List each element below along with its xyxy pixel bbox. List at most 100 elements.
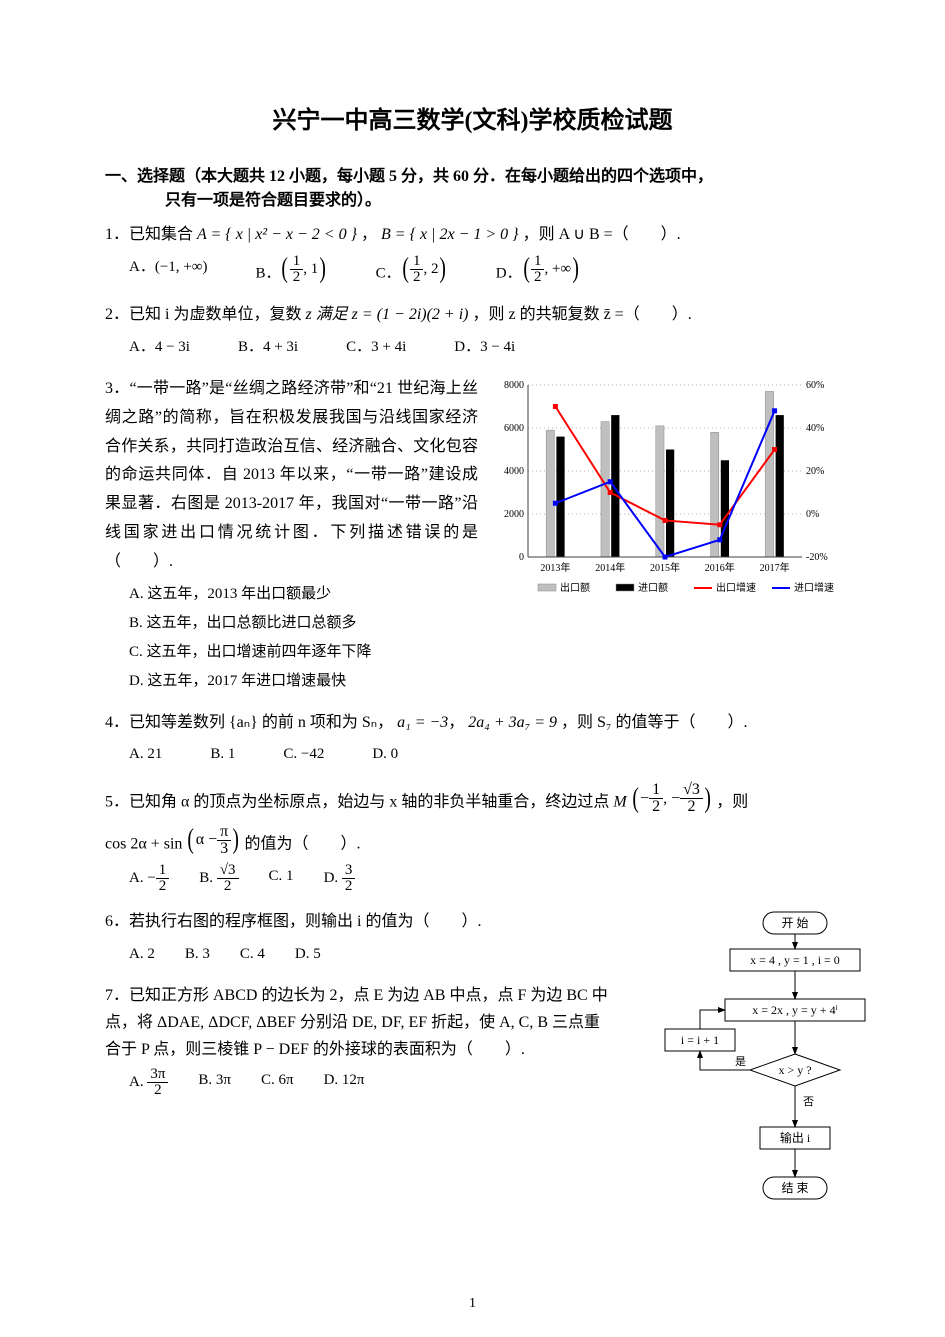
q5-tail1: ，则: [716, 794, 748, 811]
svg-text:2000: 2000: [504, 509, 524, 520]
q4-c1: a₁ = −3: [397, 714, 448, 731]
q2-optB: B．4 + 3i: [238, 334, 298, 361]
q7-optD: D. 12π: [324, 1067, 365, 1098]
q1-options: A．(−1, +∞) B．(12, 1) C．(12, 2) D．(12, +∞…: [105, 254, 840, 288]
q5-bn: √3: [217, 863, 239, 879]
svg-text:是: 是: [735, 1055, 746, 1068]
q1-optB: B．(12, 1): [255, 254, 327, 288]
q4-pre: 4．已知等差数列 {aₙ} 的前 n 项和为 Sₙ，: [105, 714, 393, 731]
q7-options: A. 3π2 B. 3π C. 6π D. 12π: [105, 1067, 610, 1098]
q1-optC-l: C．: [376, 265, 401, 281]
q3-options: A. 这五年，2013 年出口额最少 B. 这五年，出口总额比进口总额多 C. …: [105, 581, 478, 695]
q3-optB: B. 这五年，出口总额比进口总额多: [129, 610, 478, 637]
q5-options: A. −12 B. √32 C. 1 D. 32: [105, 863, 610, 894]
q1-optD-d: 2: [531, 270, 545, 285]
q1-stem: 1．已知集合 A = { x | x² − x − 2 < 0 } ， B = …: [105, 226, 681, 243]
q5-bd: 2: [217, 879, 239, 894]
q5-sinn: π: [217, 824, 231, 841]
svg-text:x = 4 , y = 1 , i = 0: x = 4 , y = 1 , i = 0: [750, 953, 840, 967]
q2-tail: ，则 z 的共轭复数 z̄ =（ ）.: [473, 306, 692, 323]
q7-optB: B. 3π: [198, 1067, 231, 1098]
svg-text:2014年: 2014年: [595, 561, 625, 574]
svg-text:8000: 8000: [504, 380, 524, 391]
q7-an: 3π: [147, 1067, 168, 1083]
q2-stem: 2．已知 i 为虚数单位，复数 z 满足 z = (1 − 2i)(2 + i)…: [105, 306, 692, 323]
q7-al: A.: [129, 1074, 147, 1090]
svg-text:进口额: 进口额: [638, 581, 668, 594]
q1-pre: 1．已知集合: [105, 226, 197, 243]
q1-optD-l: D．: [496, 265, 522, 281]
q7-stem: 7．已知正方形 ABCD 的边长为 2，点 E 为边 AB 中点，点 F 为边 …: [105, 982, 610, 1064]
q1-optA-v: (−1, +∞): [155, 259, 208, 275]
svg-text:否: 否: [803, 1096, 814, 1108]
q1-optB-r: , 1: [303, 256, 318, 283]
q1-optA: A．(−1, +∞): [129, 254, 207, 288]
q3-chart: 02000400060008000-20%0%20%40%60%2013年201…: [490, 375, 840, 605]
q3-text-block: 3．“一带一路”是“丝绸之路经济带”和“21 世纪海上丝绸之路”的简称，旨在积极…: [105, 375, 478, 695]
q5-optD: D. 32: [324, 863, 356, 894]
svg-text:20%: 20%: [806, 466, 824, 477]
q4-optD: D. 0: [372, 741, 398, 768]
q4-c2: 2a₄ + 3a₇ = 9: [468, 714, 557, 731]
q5-al: A. −: [129, 870, 156, 886]
question-6: 6．若执行右图的程序框图，则输出 i 的值为（ ）. A. 2 B. 3 C. …: [105, 908, 610, 968]
svg-text:-20%: -20%: [806, 552, 828, 563]
q1-optC: C．(12, 2): [376, 254, 448, 288]
svg-text:2017年: 2017年: [760, 561, 790, 574]
q5-dl: D.: [324, 870, 342, 886]
q5-myd: 2: [680, 799, 703, 815]
q3-optA: A. 这五年，2013 年出口额最少: [129, 581, 478, 608]
svg-text:2013年: 2013年: [540, 561, 570, 574]
section-1-line1: 一、选择题（本大题共 12 小题，每小题 5 分，共 60 分．在每小题给出的四…: [105, 168, 713, 185]
q1-optD: D．(12, +∞): [496, 254, 581, 288]
q1-optA-l: A．: [129, 259, 155, 275]
svg-text:开 始: 开 始: [781, 916, 808, 930]
q5-optA: A. −12: [129, 863, 169, 894]
svg-text:4000: 4000: [504, 466, 524, 477]
section-1-heading: 一、选择题（本大题共 12 小题，每小题 5 分，共 60 分．在每小题给出的四…: [105, 165, 840, 213]
svg-text:出口额: 出口额: [560, 581, 590, 594]
q2-options: A．4 − 3i B．4 + 3i C．3 + 4i D．3 − 4i: [105, 334, 840, 361]
page-title: 兴宁一中高三数学(文科)学校质检试题: [105, 100, 840, 135]
q5-dn: 3: [342, 863, 356, 879]
q1-optB-n: 1: [290, 254, 304, 270]
q2-optA: A．4 − 3i: [129, 334, 190, 361]
q3-chart-svg: 02000400060008000-20%0%20%40%60%2013年201…: [490, 375, 840, 605]
svg-text:2016年: 2016年: [705, 561, 735, 574]
q1-optD-n: 1: [531, 254, 545, 270]
q3-optD: D. 这五年，2017 年进口增速最快: [129, 668, 478, 695]
q5-2pre: cos 2α + sin: [105, 835, 182, 852]
svg-text:0%: 0%: [806, 509, 819, 520]
q5-myn: √3: [680, 782, 703, 799]
q5-stem2: cos 2α + sin (α − π3) 的值为（ ）.: [105, 824, 610, 859]
q5-sind: 3: [217, 841, 231, 857]
q1-optC-n: 1: [410, 254, 424, 270]
svg-text:进口增速: 进口增速: [794, 581, 834, 594]
svg-text:x > y ?: x > y ?: [778, 1063, 811, 1077]
q5-optB: B. √32: [199, 863, 238, 894]
svg-text:输出 i: 输出 i: [780, 1130, 811, 1145]
question-4: 4．已知等差数列 {aₙ} 的前 n 项和为 Sₙ， a₁ = −3， 2a₄ …: [105, 709, 840, 769]
svg-text:结 束: 结 束: [781, 1181, 808, 1195]
svg-text:2015年: 2015年: [650, 561, 680, 574]
q5-pre: 5．已知角 α 的顶点为坐标原点，始边与 x 轴的非负半轴重合，终边过点: [105, 794, 613, 811]
page-number: 1: [0, 1296, 945, 1312]
q2-pre: 2．已知 i 为虚数单位，复数: [105, 306, 305, 323]
q2-eq: z 满足 z = (1 − 2i)(2 + i): [305, 306, 468, 323]
q6-optB: B. 3: [185, 941, 210, 968]
q5-mxd: 2: [649, 799, 663, 815]
q5-optC: C. 1: [269, 863, 294, 894]
question-7: 7．已知正方形 ABCD 的边长为 2，点 E 为边 AB 中点，点 F 为边 …: [105, 982, 610, 1099]
q1-optC-r: , 2: [423, 256, 438, 283]
question-3: 3．“一带一路”是“丝绸之路经济带”和“21 世纪海上丝绸之路”的简称，旨在积极…: [105, 375, 840, 695]
q3-optC: C. 这五年，出口增速前四年逐年下降: [129, 639, 478, 666]
q4-optC: C. −42: [283, 741, 324, 768]
svg-text:0: 0: [519, 552, 524, 563]
q5-dd: 2: [342, 879, 356, 894]
section-1-line2: 只有一项是符合题目要求的）。: [105, 189, 840, 213]
q2-optD: D．3 − 4i: [454, 334, 515, 361]
q6-optC: C. 4: [240, 941, 265, 968]
q7-ad: 2: [147, 1083, 168, 1098]
svg-text:6000: 6000: [504, 423, 524, 434]
q6-options: A. 2 B. 3 C. 4 D. 5: [105, 941, 610, 968]
